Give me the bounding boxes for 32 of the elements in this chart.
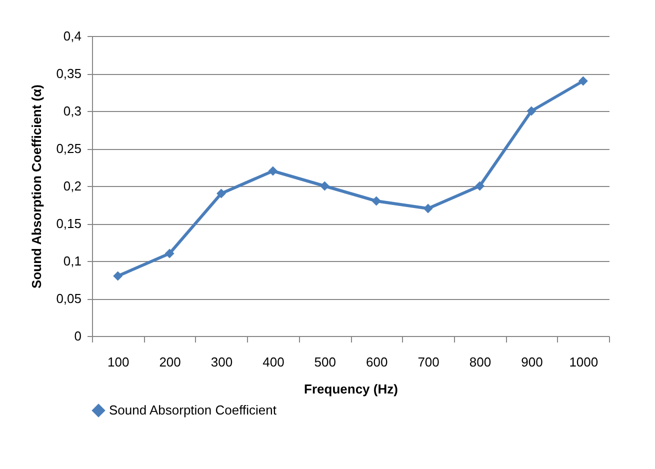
point [372,196,382,206]
x-tick-label: 300 [210,354,233,370]
x-tick-label: 700 [418,354,440,370]
x-tick-label: 200 [159,354,181,370]
x-tick-label: 1000 [569,354,598,370]
point [216,188,226,198]
point [164,248,174,258]
y-tick-label: 0,1 [63,254,82,268]
point [475,181,484,191]
point [578,76,588,86]
y-tick-label: 0,4 [63,28,82,44]
point [320,181,330,191]
y-tick-label: 0,05 [56,291,82,306]
y-tick-label: 0,35 [56,66,82,81]
point [526,106,536,116]
legend-label: Sound Absorption Coefficient [109,402,277,418]
x-axis-title: Frequency (Hz) [304,382,398,396]
y-axis-title: Sound Absorption Coefficient (α) [29,84,44,288]
point [268,166,278,176]
point [113,271,123,281]
x-tick-label: 600 [366,354,388,370]
x-tick-label: 500 [314,354,336,370]
x-tick-label: 400 [262,354,284,370]
x-tick-label: 900 [521,354,543,370]
y-tick-label: 0,3 [63,104,82,118]
y-tick-label: 0,15 [56,216,82,231]
point [423,204,433,214]
x-tick-label: 100 [108,354,130,370]
y-tick-label: 0 [74,328,82,344]
x-tick-label: 800 [469,354,492,370]
y-tick-label: 0,2 [63,178,82,194]
y-tick-label: 0,25 [56,141,82,156]
